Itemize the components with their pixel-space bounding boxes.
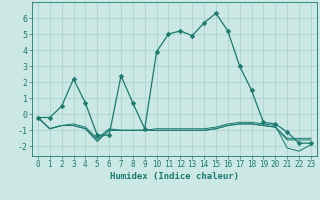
X-axis label: Humidex (Indice chaleur): Humidex (Indice chaleur): [110, 172, 239, 181]
